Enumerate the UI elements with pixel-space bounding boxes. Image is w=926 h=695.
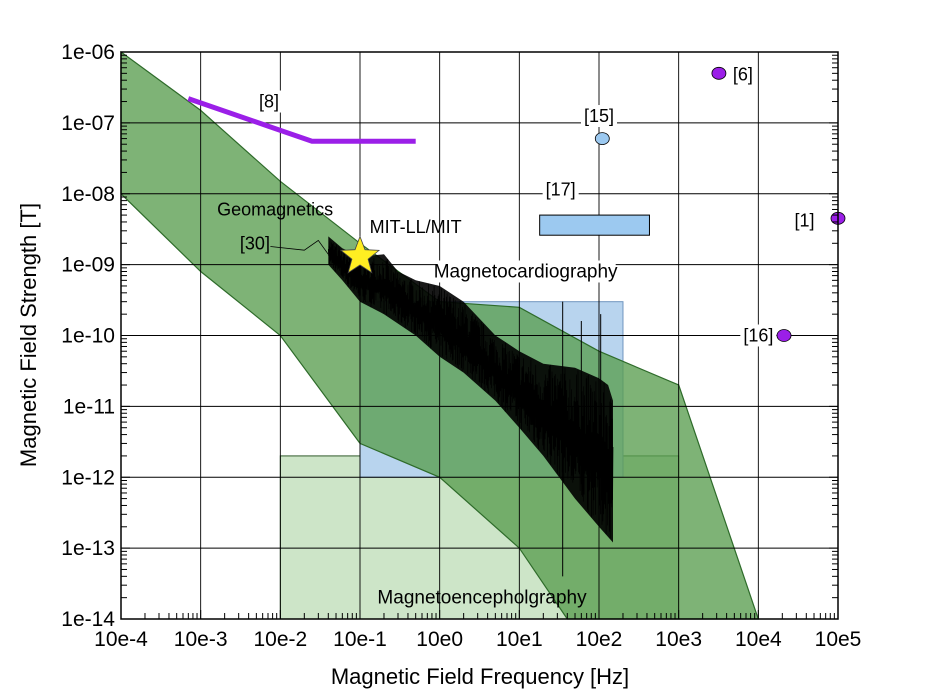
- region-label-magnetocardiography-bg: [435, 260, 616, 283]
- x-tick-label: 10e-4: [94, 628, 148, 651]
- y-tick-label: 1e-10: [61, 325, 115, 348]
- series-label-16: [16]: [743, 326, 773, 346]
- y-tick-label: 1e-11: [63, 395, 115, 418]
- series-label-16-bg: [740, 324, 777, 347]
- series-label-17: [17]: [546, 179, 576, 199]
- x-tick-label: 10e-3: [174, 628, 228, 651]
- y-tick-label: 1e-07: [61, 112, 115, 135]
- series-label-1-bg: [791, 209, 818, 232]
- x-tick-label: 10e5: [815, 628, 862, 651]
- grid-layer: [121, 52, 838, 619]
- x-tick-label: 10e4: [735, 628, 782, 651]
- series-17-range: [539, 214, 650, 236]
- x-tick-label: 10e-1: [333, 628, 387, 651]
- series-16-point: [776, 329, 792, 342]
- y-tick-label: 1e-08: [61, 183, 115, 206]
- series-label-1: [1]: [795, 210, 815, 230]
- y-tick-label: 1e-14: [61, 608, 115, 631]
- series-layer: [187, 66, 846, 342]
- ref-30-leader: [270, 239, 329, 255]
- y-axis-title: Magnetic Field Strength [T]: [16, 203, 41, 467]
- series-label-15-bg: [580, 105, 618, 128]
- x-tick-label: 10e0: [416, 628, 463, 651]
- y-tick-label: 1e-06: [61, 41, 115, 64]
- mit-ll-star: [339, 235, 381, 274]
- tick-layer: [120, 54, 838, 620]
- plot-area: [120, 50, 846, 620]
- series-label-6: [6]: [733, 65, 753, 85]
- region-label-magnetoencepholgraphy: Magnetoencepholgraphy: [377, 588, 587, 609]
- y-tick-labels: 1e-14 1e-13 1e-12 1e-11 1e-10 1e-09 1e-08 1e-07…: [61, 41, 115, 631]
- series-label-8: [8]: [259, 92, 279, 112]
- region-label-geomagnetics: Geomagnetics: [217, 199, 333, 219]
- annotation-layer: Magnetoencepholgraphy Magnetocardiography…: [217, 63, 818, 609]
- y-tick-label: 1e-09: [61, 254, 115, 277]
- series-label-30: [30]: [240, 233, 270, 253]
- noise-spectrum-trace: [327, 241, 614, 539]
- series-label-15: [15]: [584, 106, 614, 126]
- region-label-magnetocardiography: Magnetocardiography: [434, 261, 618, 282]
- series-label-17-bg: [542, 178, 579, 201]
- series-label-6-bg: [729, 63, 756, 86]
- series-label-8-bg: [255, 90, 282, 113]
- x-tick-label: 10e-2: [253, 628, 307, 651]
- x-tick-label: 10e2: [576, 628, 623, 651]
- x-tick-label: 10e1: [496, 628, 543, 651]
- x-tick-labels: 10e-4 10e-3 10e-2 10e-1 10e0 10e1 10e2 10e3 10e4…: [94, 628, 861, 651]
- series-15-point: [594, 132, 610, 145]
- y-tick-label: 1e-13: [61, 537, 115, 560]
- series-label-mit-ll-mit: MIT-LL/MIT: [370, 217, 462, 237]
- x-axis-title: Magnetic Field Frequency [Hz]: [331, 664, 629, 689]
- y-tick-label: 1e-12: [61, 466, 115, 489]
- noise-spectrum-layer: [270, 236, 614, 577]
- series-8-line: [187, 96, 416, 144]
- series-6-point: [711, 66, 727, 80]
- x-tick-label: 10e3: [655, 628, 702, 651]
